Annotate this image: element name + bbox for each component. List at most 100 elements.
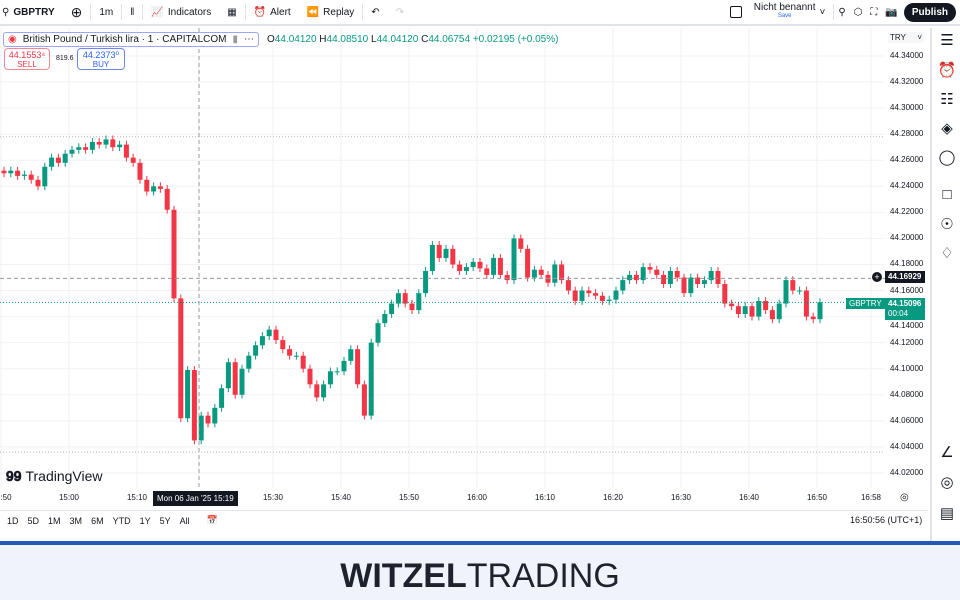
ohlc-values: O44.04120 H44.08510 L44.04120 C44.06754 … [267,34,559,45]
alert-button[interactable]: ⏰ Alert [246,0,299,25]
drawing-icon[interactable]: ∠ [940,444,954,461]
candle-body [620,280,626,291]
price-tick-label: 44.14000 [890,321,924,330]
candle-body [776,303,782,320]
settings-button[interactable]: ⬡ [850,0,867,25]
candle-body [123,144,129,158]
interval-button[interactable]: 1m [99,6,114,18]
go-to-date-icon[interactable]: 📅 [206,515,218,525]
snapshot-button[interactable]: 📷 [881,0,901,25]
lightbulb-icon[interactable]: ◯ [938,149,956,166]
buy-button[interactable]: 44.2373⁰ BUY [77,48,125,70]
sell-button[interactable]: 44.1553⁴ SELL [4,48,50,70]
candle-body [817,302,823,320]
axis-settings-icon[interactable]: ◎ [900,492,909,503]
candle-body [749,306,755,317]
candle-body [219,388,225,408]
candle-body [416,293,422,311]
candle-body [586,290,592,294]
add-alert-icon[interactable]: + [871,271,883,283]
candle-body [531,269,537,278]
layout-menu[interactable]: Nicht benannt Save ˅ [722,0,834,25]
price-tick-label: 44.22000 [890,207,924,217]
candle-body [110,139,116,148]
candle-body [715,270,721,285]
tv-logo-icon: 𝟗𝟗 [6,468,22,484]
fullscreen-button[interactable]: ⛶ [866,0,881,25]
divider [244,4,246,20]
templates-button[interactable]: ▦ [219,0,244,25]
range-button-1d[interactable]: 1D [7,515,19,526]
candle-body [756,300,762,317]
indicators-button[interactable]: 📈 Indicators [143,0,219,25]
alarm-clock-icon[interactable]: ⏰ [937,62,957,79]
candle-body [137,162,143,180]
bell-icon[interactable]: ♢ [940,245,954,262]
broadcast-icon[interactable]: ☉ [940,216,954,233]
gear-icon: ⬡ [853,6,863,18]
calendar-icon[interactable]: ▤ [939,505,955,522]
candles-icon: ‖ [130,6,135,18]
spread-value: 819.6 [56,55,74,62]
range-button-all[interactable]: All [179,515,190,526]
price-axis[interactable]: TRY ˅ 44.34000 44.32000 44.30000 44.28000 44.… [885,28,928,498]
candle-body [8,170,14,174]
quick-search-icon: ⚲ [838,6,846,18]
candle-body [307,368,313,385]
range-button-1y[interactable]: 1Y [139,515,151,526]
candle-body [572,290,578,301]
redo-icon: ↷ [395,6,405,18]
time-tick-label: 16:50 [806,493,828,502]
candle-body [565,280,571,291]
target-icon[interactable]: ◎ [940,474,954,491]
undo-button[interactable]: ↶ [363,0,387,25]
range-button-ytd[interactable]: YTD [112,515,131,526]
currency-select[interactable]: TRY ˅ [888,32,924,43]
replay-button[interactable]: ⏪ Replay [299,0,363,25]
divider [121,4,123,20]
candle-body [185,370,191,419]
candle-body [144,179,150,192]
alarm-icon: ⏰ [253,6,267,18]
chat-icon[interactable]: □ [942,186,952,203]
candle-body [157,186,163,189]
watchlist-icon[interactable]: ☰ [940,32,954,49]
layers-icon[interactable]: ◈ [941,120,953,137]
candle-body [742,306,748,314]
candle-body [321,384,327,398]
time-tick-label: :50 [0,493,12,502]
candle-body [89,141,95,150]
candle-body [769,310,775,320]
grid-icon: ▦ [227,6,237,18]
publish-button[interactable]: Publish [903,2,956,22]
search-icon: ⚲ [2,6,10,18]
data-window-icon[interactable]: ☷ [940,91,954,108]
time-tick-label: 16:58 [860,493,882,502]
candle-body [246,355,252,369]
quick-search-button[interactable]: ⚲ [834,0,849,25]
clock[interactable]: 16:50:56 (UTC+1) [850,515,923,525]
chart-type-button[interactable]: ‖ [122,0,142,25]
symbol-search[interactable]: ⚲ GBPTRY [0,0,63,25]
redo-button[interactable]: ↷ [388,0,412,25]
crosshair-price-label: 44.16929 [885,271,925,283]
compare-button[interactable]: ⊕ [63,0,91,25]
range-button-1m[interactable]: 1M [48,515,61,526]
symbol-title-box[interactable]: ◉ British Pound / Turkish lira · 1 · CAP… [3,32,260,47]
layout-save: Save [777,13,792,19]
tradingview-logo[interactable]: 𝟗𝟗 TradingView [6,468,103,484]
time-axis[interactable]: :50 15:00 15:10 15:30 15:40 15:50 16:00 16:10 16… [0,490,885,508]
candle-body [599,295,605,301]
candle-body [647,267,653,270]
range-button-3m[interactable]: 3M [69,515,83,526]
alert-label: Alert [270,6,291,18]
layout-name: Nicht benannt [753,2,816,13]
range-button-5d[interactable]: 5D [27,515,40,526]
candle-body [484,268,490,275]
more-icon[interactable]: ⋯ [244,34,255,45]
range-button-5y[interactable]: 5Y [159,515,171,526]
range-button-6m[interactable]: 6M [91,515,104,526]
candle-body [96,141,102,145]
price-chart[interactable] [0,28,928,538]
candle-body [633,274,639,281]
